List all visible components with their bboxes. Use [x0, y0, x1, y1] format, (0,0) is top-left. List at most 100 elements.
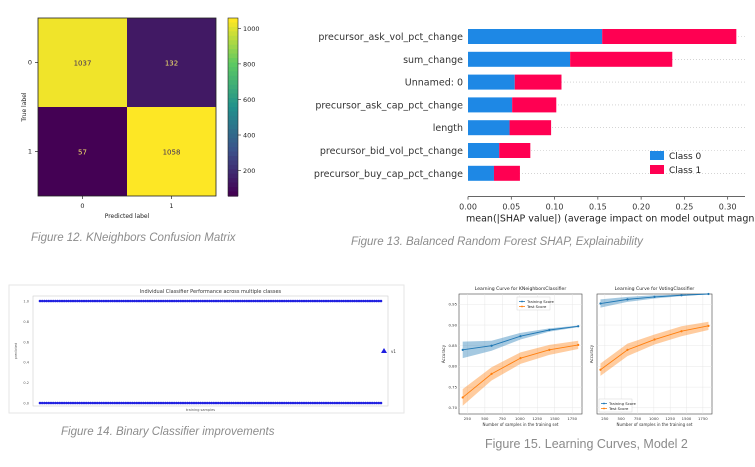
- bin-point: [146, 401, 150, 405]
- cm-colorbar-segment: [228, 160, 238, 166]
- cm-colorbar-segment: [228, 26, 238, 32]
- lc-point: [626, 298, 629, 301]
- shap-bar-class0: [468, 143, 500, 158]
- bin-point: [82, 401, 86, 405]
- bin-point: [67, 299, 70, 303]
- bin-point: [49, 299, 53, 303]
- bin-point: [300, 299, 304, 303]
- bin-point: [139, 401, 143, 405]
- lc-y-tick-label: 0.95: [449, 302, 458, 307]
- cm-y-tick-label: 1: [28, 148, 32, 156]
- bin-point: [190, 299, 194, 303]
- bin-frame: [8, 284, 405, 414]
- lc-point: [548, 348, 551, 351]
- bin-point: [278, 299, 282, 303]
- bin-point: [329, 299, 332, 303]
- bin-point: [274, 401, 277, 405]
- cm-colorbar-segment: [228, 147, 238, 153]
- bin-point: [342, 401, 345, 405]
- shap-bar-class1: [509, 120, 552, 136]
- bin-point: [82, 299, 86, 303]
- cm-colorbar-segment: [228, 142, 238, 148]
- cm-colorbar-segment: [228, 98, 238, 104]
- bin-point: [161, 401, 165, 405]
- bin-ylabel: predicted: [14, 343, 18, 360]
- bin-point: [89, 299, 92, 303]
- bin-point: [120, 401, 123, 405]
- bin-point: [62, 401, 66, 405]
- bin-point: [243, 299, 246, 303]
- cm-colorbar-segment: [228, 53, 238, 59]
- bin-point: [51, 299, 55, 303]
- bin-point: [245, 299, 249, 303]
- bin-point: [254, 299, 257, 303]
- shap-bar-class0: [468, 165, 494, 181]
- lc-y-tick-label: 0.90: [449, 322, 458, 327]
- cm-colorbar-segment: [228, 133, 238, 139]
- bin-point: [84, 401, 88, 405]
- cm-y-tick-label: 0: [28, 59, 32, 67]
- bin-y-tick-label: 0.6: [23, 340, 29, 344]
- lc-axes: [596, 293, 713, 415]
- shap-feature-label: precursor_ask_cap_pct_change: [315, 100, 463, 111]
- bin-point: [221, 401, 224, 405]
- bin-point: [362, 401, 365, 405]
- lc-xlabel: Number of samples in the training set: [483, 422, 559, 427]
- bin-point: [293, 299, 297, 303]
- shap-x-tick-label: 0.30: [719, 203, 737, 212]
- bin-point: [49, 401, 53, 405]
- lc-point: [548, 328, 551, 332]
- bin-point: [353, 299, 356, 303]
- cm-colorbar-tick-label: 1000: [243, 25, 260, 33]
- bin-point: [298, 401, 301, 405]
- bin-point: [285, 401, 288, 405]
- bin-point: [278, 401, 282, 405]
- bin-point: [219, 401, 222, 405]
- cm-colorbar-segment: [228, 115, 238, 121]
- lc-y-tick-label: 0.75: [449, 384, 458, 389]
- shap-bar-class1: [570, 51, 673, 67]
- cm-colorbar-segment: [228, 35, 238, 41]
- bin-point: [271, 401, 275, 405]
- lc-axes: [458, 293, 583, 415]
- bin-point: [65, 401, 68, 405]
- bin-point: [133, 401, 136, 405]
- bin-point: [104, 401, 108, 405]
- lc-xlabel: Number of samples in the training set: [617, 422, 693, 427]
- bin-point: [307, 299, 310, 303]
- bin-point: [181, 299, 185, 303]
- bin-point: [368, 401, 372, 405]
- bin-point: [197, 401, 200, 405]
- bin-point: [192, 299, 196, 303]
- bin-point: [346, 401, 350, 405]
- lc-y-tick-label: 0.80: [449, 364, 458, 369]
- bin-point: [223, 401, 227, 405]
- bin-point: [93, 299, 97, 303]
- shap-bar-class0: [468, 29, 603, 44]
- lc-point: [519, 357, 522, 360]
- bin-point: [155, 299, 158, 303]
- lc-band-training: [462, 325, 579, 359]
- bin-point: [56, 401, 59, 405]
- cm-cell-value: 132: [165, 60, 178, 68]
- lc-legend-marker: [521, 300, 523, 303]
- cm-colorbar-segment: [228, 191, 238, 197]
- bin-point: [241, 401, 244, 405]
- cm-colorbar-segment: [228, 107, 238, 113]
- bin-point: [104, 299, 108, 303]
- bin-point: [313, 299, 317, 303]
- bin-point: [302, 401, 306, 405]
- bin-point: [333, 299, 337, 303]
- bin-point: [318, 299, 321, 303]
- bin-point: [243, 401, 246, 405]
- bin-point: [364, 299, 367, 303]
- bin-point: [71, 299, 75, 303]
- cm-colorbar-frame: [227, 17, 239, 197]
- bin-point: [214, 299, 218, 303]
- bin-point: [379, 299, 383, 303]
- bin-point: [91, 401, 95, 405]
- bin-point: [276, 401, 279, 405]
- bin-point: [258, 401, 262, 405]
- bin-point: [111, 299, 114, 303]
- cm-cell: [38, 18, 127, 107]
